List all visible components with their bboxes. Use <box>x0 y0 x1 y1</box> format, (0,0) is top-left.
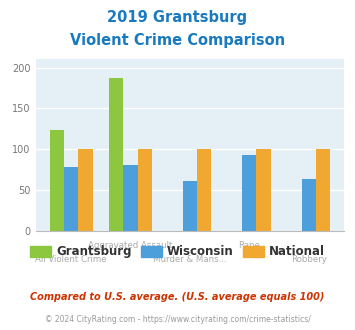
Bar <box>50 130 64 231</box>
Text: Aggravated Assault: Aggravated Assault <box>88 241 173 250</box>
Bar <box>109 78 124 231</box>
Bar <box>242 155 256 231</box>
Legend: Grantsburg, Wisconsin, National: Grantsburg, Wisconsin, National <box>25 241 330 263</box>
Text: Rape: Rape <box>238 241 260 250</box>
Text: Murder & Mans...: Murder & Mans... <box>153 255 227 264</box>
Bar <box>256 149 271 231</box>
Text: All Violent Crime: All Violent Crime <box>36 255 107 264</box>
Text: Compared to U.S. average. (U.S. average equals 100): Compared to U.S. average. (U.S. average … <box>30 292 325 302</box>
Text: Robbery: Robbery <box>291 255 327 264</box>
Bar <box>316 149 330 231</box>
Bar <box>183 181 197 231</box>
Text: © 2024 CityRating.com - https://www.cityrating.com/crime-statistics/: © 2024 CityRating.com - https://www.city… <box>45 315 310 324</box>
Text: Violent Crime Comparison: Violent Crime Comparison <box>70 33 285 48</box>
Bar <box>302 179 316 231</box>
Bar <box>64 167 78 231</box>
Bar <box>197 149 211 231</box>
Bar <box>124 165 138 231</box>
Bar <box>138 149 152 231</box>
Bar <box>78 149 93 231</box>
Text: 2019 Grantsburg: 2019 Grantsburg <box>108 10 247 25</box>
